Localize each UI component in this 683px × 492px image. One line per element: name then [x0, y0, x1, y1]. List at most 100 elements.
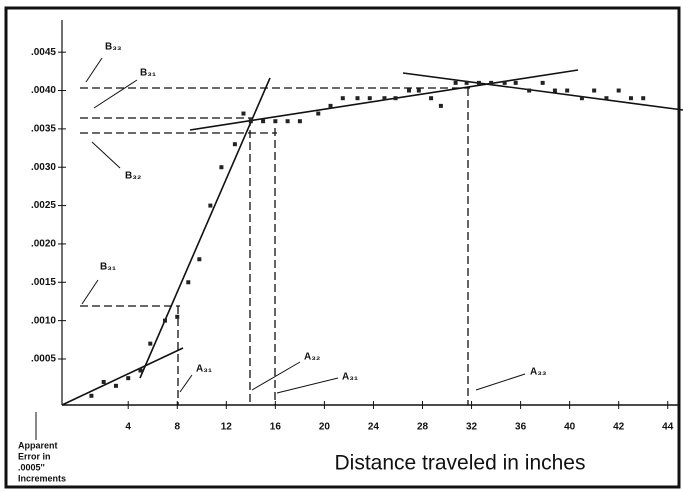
point [464, 80, 469, 85]
point [489, 80, 494, 85]
point [148, 341, 153, 346]
x-tick-label: 8 [174, 422, 180, 433]
point [616, 88, 621, 93]
point [453, 80, 458, 85]
annotation: B₃₃ [105, 42, 122, 53]
arrow [251, 361, 301, 391]
point [248, 119, 253, 124]
y-tick-label: .0040 [31, 85, 56, 96]
point [367, 96, 372, 101]
x-tick-label: 36 [515, 422, 527, 433]
point [232, 142, 237, 147]
point [328, 103, 333, 108]
point [641, 96, 646, 101]
x-axis-label: Distance traveled in inches [335, 452, 586, 475]
annotation: B₃₁ [100, 262, 116, 273]
y-axis-label: Error in [18, 451, 51, 461]
annotation: A₃₁ [196, 364, 212, 375]
annotation: B₃₂ [125, 171, 141, 182]
y-tick-label: .0035 [31, 124, 56, 135]
arrow [81, 279, 99, 305]
fit-lines [61, 69, 683, 406]
x-tick-label: 20 [319, 422, 331, 433]
point [604, 96, 609, 101]
point [502, 80, 507, 85]
annotation: B₃₁ [140, 68, 156, 79]
point [175, 314, 180, 319]
reference-line [80, 87, 470, 405]
point [592, 88, 597, 93]
point [219, 165, 224, 170]
arrow [179, 374, 193, 393]
point [355, 96, 360, 101]
y-tick-label: .0015 [31, 277, 56, 288]
y-axis-label: Increments [18, 473, 66, 483]
point [101, 379, 106, 384]
point [340, 96, 345, 101]
reference-line [80, 128, 277, 405]
point [628, 96, 633, 101]
y-tick-label: .0030 [31, 162, 56, 173]
point [552, 88, 557, 93]
y-axis-label: .0005'' [18, 462, 45, 472]
fit-line [61, 347, 184, 406]
arrow [93, 79, 138, 109]
x-tick-label: 24 [368, 422, 380, 433]
x-tick-label: 32 [466, 422, 478, 433]
fit-line [402, 72, 683, 111]
y-tick-label: .0010 [31, 315, 56, 326]
point [407, 88, 412, 93]
point [316, 111, 321, 116]
annotation: A₃₁ [342, 372, 358, 383]
arrow [85, 57, 103, 83]
arrows [81, 57, 526, 394]
point [138, 368, 143, 373]
point [197, 257, 202, 262]
point [429, 96, 434, 101]
point [476, 80, 481, 85]
x-tick-label: 12 [221, 422, 233, 433]
fit-line [139, 77, 271, 379]
y-tick-label: .0005 [31, 354, 56, 365]
x-tick-label: 40 [564, 422, 576, 433]
point [416, 88, 421, 93]
y-tick-label: .0025 [31, 200, 56, 211]
arrow [91, 141, 121, 169]
x-tick-label: 16 [270, 422, 282, 433]
point [565, 88, 570, 93]
y-tick-label: .0045 [31, 47, 56, 58]
point [126, 376, 131, 381]
x-tick-label: 4 [125, 422, 131, 433]
y-tick-label: .0020 [31, 239, 56, 250]
y-axis-label: Apparent [18, 440, 58, 450]
reference-lines [80, 87, 470, 405]
point [261, 119, 266, 124]
point [163, 318, 167, 323]
x-tick-label: 28 [417, 422, 429, 433]
point [113, 383, 118, 388]
x-tick-label: 44 [662, 422, 674, 433]
point [89, 393, 94, 398]
point [208, 203, 213, 208]
point [579, 96, 584, 101]
point [273, 119, 278, 124]
point [513, 80, 518, 85]
point [241, 111, 246, 116]
annotation: A₃₃ [530, 367, 547, 378]
point [540, 80, 545, 85]
reference-line [80, 305, 180, 405]
point [285, 119, 290, 124]
point [393, 96, 398, 101]
frame [4, 6, 681, 489]
x-tick-label: 42 [613, 422, 625, 433]
point [527, 88, 532, 93]
reference-line [80, 117, 252, 405]
arrow [475, 373, 526, 391]
annotation: A₃₂ [304, 352, 320, 363]
arrow [276, 377, 339, 394]
point [382, 96, 387, 101]
point [438, 103, 443, 108]
point [186, 280, 191, 285]
point [297, 119, 302, 124]
